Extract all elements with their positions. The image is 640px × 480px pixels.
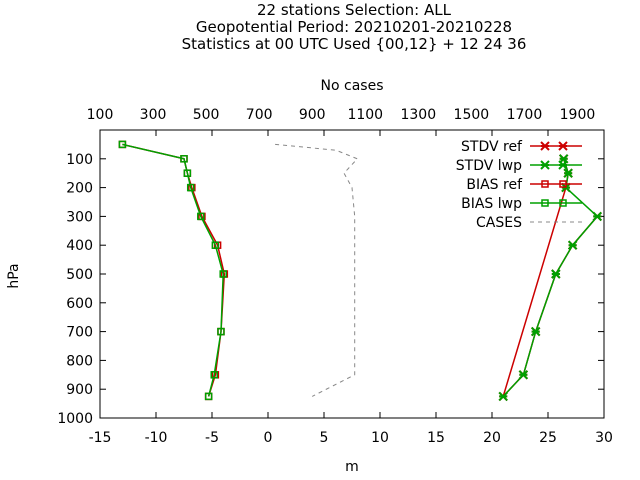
series-bias-lwp — [118, 140, 227, 401]
ticks-layer: -15 -10 -5 0 5 10 15 20 25 30 100 300 500 700 900 1100 1… — [57, 107, 613, 446]
x-tick-label: -10 — [145, 430, 168, 446]
series-line-bias-ref — [122, 143, 226, 397]
y-axis-label: hPa — [6, 263, 22, 288]
y-tick-label: 800 — [66, 353, 93, 369]
legend-stdv-ref-marker — [558, 141, 568, 151]
series-stdv-lwp-marker — [567, 240, 578, 250]
legend-label-stdv-ref: STDV ref — [461, 139, 523, 155]
series-bias-ref — [118, 140, 229, 401]
plot-frame — [99, 129, 605, 419]
legend-label-bias-ref: BIAS ref — [466, 177, 523, 193]
x2-axis-label: No cases — [321, 78, 384, 94]
x-tick-label: 10 — [371, 430, 389, 446]
x-tick-label: -5 — [205, 430, 219, 446]
x-tick-label: -15 — [89, 430, 112, 446]
series-stdv-lwp-marker — [592, 211, 602, 222]
y-tick-label: 1000 — [57, 411, 93, 427]
y-tick-label: 100 — [66, 152, 93, 168]
legend-stdv-lwp-marker — [540, 160, 550, 170]
x2-tick-label: 900 — [299, 107, 326, 123]
series-bias-lwp-marker — [217, 327, 225, 336]
legend-stdv-ref-marker — [540, 141, 550, 151]
y-tick-label: 200 — [66, 181, 93, 197]
series-stdv-lwp-marker — [518, 370, 529, 380]
chart-title-line-3: Statistics at 00 UTC Used {00,12} + 12 2… — [182, 35, 527, 53]
series-bias-lwp-marker — [118, 140, 127, 149]
x2-tick-label: 1100 — [347, 107, 383, 123]
series-layer — [118, 140, 602, 402]
series-stdv-lwp-marker — [530, 326, 541, 337]
series-stdv-lwp-marker — [563, 168, 573, 178]
x-tick-label: 20 — [483, 430, 501, 446]
x2-tick-label: 1300 — [400, 107, 436, 123]
series-bias-lwp-marker — [186, 183, 195, 192]
x2-tick-label: 1500 — [454, 107, 490, 123]
y-tick-label: 400 — [66, 238, 93, 254]
legend-label-cases: CASES — [476, 215, 522, 231]
x-tick-label: 15 — [427, 430, 445, 446]
legend-label-bias-lwp: BIAS lwp — [461, 196, 522, 212]
series-stdv-lwp-marker — [498, 391, 508, 402]
series-stdv-lwp — [498, 154, 602, 402]
x2-tick-label: 700 — [246, 107, 273, 123]
series-line-stdv-lwp — [502, 158, 599, 397]
legend-stdv-lwp-marker — [558, 160, 568, 170]
series-line-bias-lwp — [122, 143, 224, 397]
y-tick-label: 900 — [66, 382, 93, 398]
x-axis-label: m — [345, 459, 359, 475]
legend-bias-lwp-marker — [541, 199, 549, 207]
x2-tick-label: 300 — [140, 107, 167, 123]
x-tick-label: 30 — [595, 430, 613, 446]
series-bias-lwp-marker — [180, 155, 188, 163]
x-tick-label: 25 — [539, 430, 557, 446]
legend-bias-lwp-marker — [559, 199, 567, 207]
x2-tick-label: 100 — [87, 107, 114, 123]
legend-bias-ref-marker — [559, 180, 567, 188]
legend-label-stdv-lwp: STDV lwp — [456, 158, 522, 174]
x-tick-label: 5 — [320, 430, 329, 446]
y-tick-label: 600 — [66, 296, 93, 312]
chart-title-line-2: Geopotential Period: 20210201-20210228 — [196, 18, 512, 36]
series-bias-lwp-marker — [197, 212, 205, 221]
series-line-stdv-ref — [502, 158, 598, 397]
series-stdv-lwp-marker — [551, 269, 561, 279]
series-bias-lwp-marker — [183, 169, 192, 177]
y-tick-label: 700 — [66, 325, 93, 341]
legend: STDV ref STDV lwp BIAS ref BIAS lwp CASES — [456, 139, 582, 231]
x2-tick-label: 1900 — [560, 107, 596, 123]
legend-bias-ref-marker — [541, 180, 549, 188]
series-bias-lwp-marker — [210, 371, 218, 379]
x2-tick-label: 500 — [193, 107, 220, 123]
y-tick-label: 300 — [66, 209, 93, 225]
series-cases — [275, 143, 359, 397]
series-bias-lwp-marker — [204, 392, 213, 401]
series-line-cases — [275, 143, 359, 397]
x-tick-label: 0 — [264, 430, 273, 446]
series-bias-lwp-marker — [211, 241, 220, 249]
x2-tick-label: 1700 — [507, 107, 543, 123]
y-tick-label: 500 — [66, 267, 93, 283]
series-bias-lwp-marker — [219, 270, 227, 278]
chart-title-line-1: 22 stations Selection: ALL — [257, 1, 452, 19]
